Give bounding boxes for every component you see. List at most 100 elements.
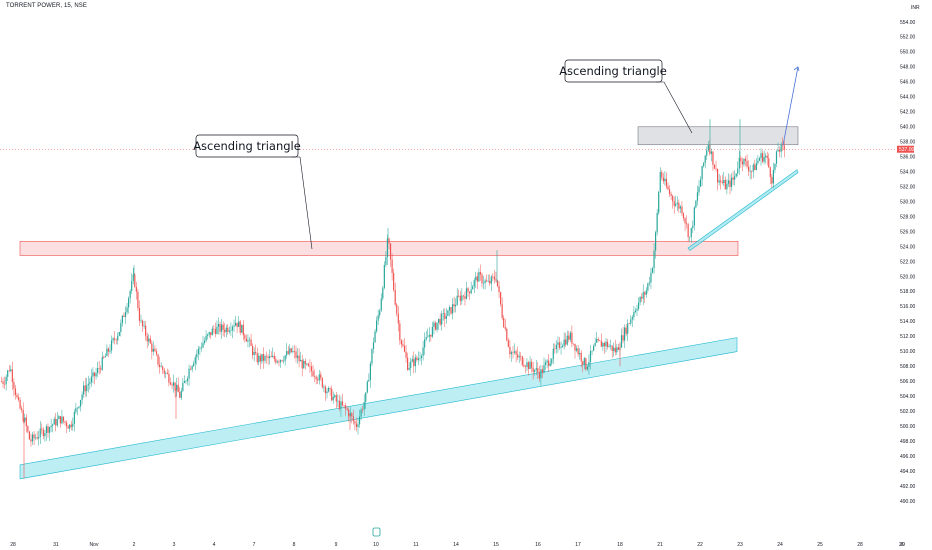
candle-body [675,203,677,206]
candle-body [109,350,111,352]
candle-body [783,145,785,150]
candle-body [351,413,353,417]
callout-box[interactable] [195,134,299,158]
candle-body [414,357,416,367]
candle-body [715,168,717,170]
candle-body [391,259,393,273]
candle-body [699,179,702,187]
candle-body [374,331,376,343]
candle-body [58,416,60,420]
candle-body [97,368,99,374]
candle-body [262,354,265,361]
support-channel[interactable] [19,337,738,480]
candle-body [114,338,116,340]
last-price-label: 537.00 [899,147,915,153]
candle-body [718,180,720,183]
resistance-zone[interactable] [19,240,739,256]
date-tick-label: 30 [899,542,905,548]
price-tick-label: 540.00 [900,125,916,131]
candle-body [568,335,570,340]
candle-body [636,308,638,311]
price-tick-label: 508.00 [900,364,916,370]
candle-body [510,352,513,355]
callout-pointer [292,156,313,250]
candle-body [695,200,697,208]
candle-body [10,369,12,371]
candle-body [8,370,10,371]
candle-body [298,355,300,362]
candle-body [769,167,771,178]
candle-body [486,280,488,282]
candle-body [524,366,526,367]
price-tick-label: 522.00 [900,259,916,265]
candle-body [458,295,460,297]
candle-body [472,286,474,290]
candle-body [509,346,511,355]
price-tick-label: 514.00 [900,319,916,325]
candle-body [138,308,141,321]
candle-body [713,164,716,169]
candle-body [775,151,778,164]
candle-body [459,295,461,301]
session-marker-icon[interactable] [372,527,381,537]
candle-body [0,381,3,382]
candle-body [146,335,148,342]
candle-body [772,169,774,184]
candle-body [593,345,595,351]
candle-body [633,312,635,318]
candle-body [259,355,261,362]
candle-body [462,295,464,297]
candle-body [538,372,540,379]
candle-body [217,323,220,327]
candle-body [326,391,328,394]
candle-body [541,369,544,373]
candle-body [14,388,17,396]
candle-body [735,173,737,177]
date-tick-label: 17 [575,542,581,548]
price-axis: 554.00 552.00 550.00 548.00 546.00 544.00 542.… [897,20,916,505]
candle-body [369,363,371,380]
candle-body [557,342,559,345]
candle-body [110,340,113,351]
candle-body [448,307,451,311]
price-tick-label: 500.00 [900,424,916,430]
candle-body [39,428,41,438]
candle-body [402,344,404,346]
resistance-zone[interactable] [637,126,799,146]
candle-body [152,348,154,352]
candle-body [269,356,271,359]
candle-body [47,426,49,433]
date-tick-label: 9 [335,542,338,548]
candle-body [31,434,34,442]
candle-body [317,379,319,381]
candle-body [417,358,420,361]
candle-body [354,421,356,424]
candle-body [135,286,137,292]
candle-body [318,374,320,381]
candle-body [90,376,92,383]
candle-body [42,429,44,437]
candle-body [431,326,433,337]
candle-body [599,340,601,341]
candle-body [17,397,20,401]
candle-body [673,201,675,206]
candle-body [76,407,79,409]
candle-body [450,307,452,314]
candle-body [278,361,280,363]
callout-box[interactable] [564,59,663,83]
candle-body [665,178,668,187]
candle-body [286,351,288,356]
price-tick-label: 546.00 [900,80,916,86]
candle-body [213,328,215,330]
candle-body [66,422,68,427]
candle-body [25,417,27,427]
support-trendline[interactable] [687,169,799,251]
candle-body [507,340,509,347]
candle-body [267,356,269,359]
projection-arrow[interactable] [782,66,799,146]
candle-body [352,416,354,422]
chart-title: TORRENT POWER, 15, NSE [6,3,87,9]
candle-body [366,381,368,393]
price-tick-label: 532.00 [900,184,916,190]
